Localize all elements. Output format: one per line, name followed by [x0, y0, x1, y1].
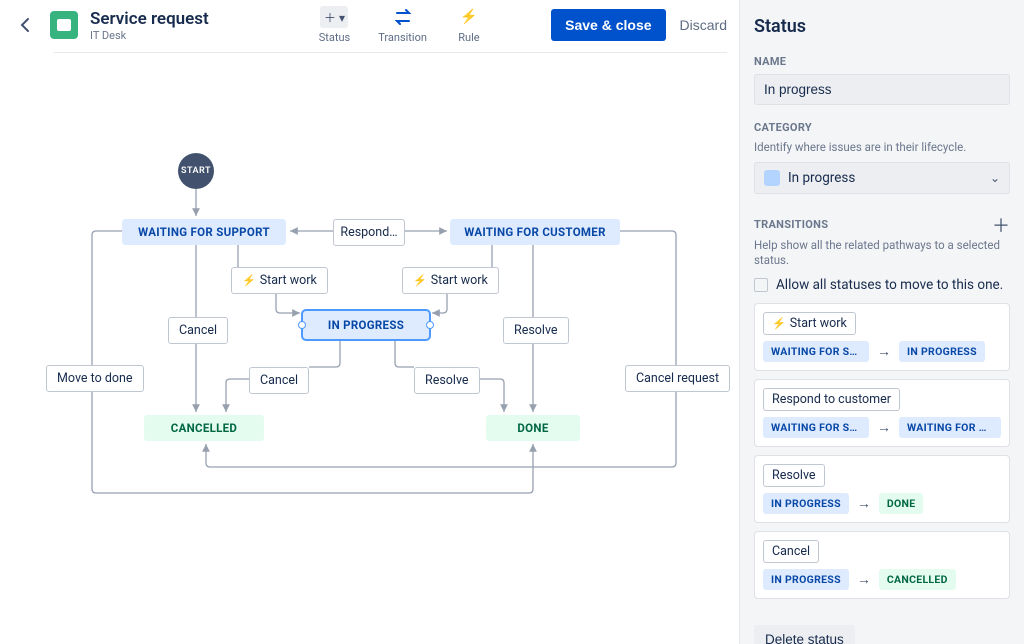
transition-to: IN PROGRESS: [899, 341, 985, 362]
back-button[interactable]: [12, 11, 40, 39]
name-label: NAME: [754, 55, 1010, 68]
transitions-label: TRANSITIONS: [754, 218, 828, 231]
status-waiting-for-customer[interactable]: WAITING FOR CUSTOMER: [450, 219, 620, 245]
category-label: CATEGORY: [754, 121, 1010, 134]
arrow-right-icon: →: [877, 419, 891, 436]
transition-from: WAITING FOR SUP…: [763, 341, 869, 362]
status-name-input[interactable]: [754, 74, 1010, 105]
transition-move-to-done[interactable]: Move to done: [46, 365, 144, 392]
workflow-title: Service request: [90, 9, 209, 29]
add-transition-tool[interactable]: Transition: [378, 6, 427, 44]
discard-button[interactable]: Discard: [680, 17, 727, 33]
transition-from: WAITING FOR SUP…: [763, 417, 869, 438]
add-rule-tool[interactable]: ⚡ Rule: [455, 6, 483, 44]
start-node[interactable]: START: [178, 153, 214, 189]
transition-to: WAITING FOR CU…: [899, 417, 1001, 438]
transition-start-work-left[interactable]: ⚡Start work: [231, 267, 328, 294]
transition-card[interactable]: ⚡Start work WAITING FOR SUP… → IN PROGRESS: [754, 303, 1010, 371]
add-status-tool[interactable]: ＋ ▾ Status: [319, 6, 350, 44]
chevron-down-icon: ⌄: [990, 171, 1000, 185]
transition-name: Respond to customer: [763, 388, 900, 411]
transition-card[interactable]: Resolve IN PROGRESS → DONE: [754, 455, 1010, 523]
add-rule-label: Rule: [458, 31, 479, 44]
transition-card[interactable]: Cancel IN PROGRESS → CANCELLED: [754, 531, 1010, 599]
bolt-icon: ⚡: [242, 274, 256, 287]
arrow-right-icon: →: [857, 571, 871, 588]
transition-resolve-right[interactable]: Resolve: [503, 317, 569, 344]
transition-from: IN PROGRESS: [763, 493, 849, 514]
status-done[interactable]: DONE: [486, 415, 580, 441]
bolt-icon: ⚡: [772, 317, 786, 330]
category-hint: Identify where issues are in their lifec…: [754, 140, 1010, 156]
bolt-icon: ⚡: [413, 274, 427, 287]
transition-name: Resolve: [763, 464, 825, 487]
add-status-label: Status: [319, 31, 350, 44]
transitions-hint: Help show all the related pathways to a …: [754, 238, 1010, 269]
workflow-subtitle: IT Desk: [90, 29, 209, 42]
status-cancelled[interactable]: CANCELLED: [144, 415, 264, 441]
status-in-progress[interactable]: IN PROGRESS: [303, 311, 429, 339]
allow-all-checkbox[interactable]: [754, 278, 768, 292]
transition-respond[interactable]: Respond…: [333, 219, 405, 246]
allow-all-label: Allow all statuses to move to this one.: [776, 277, 1003, 293]
arrow-right-icon: →: [857, 495, 871, 512]
status-waiting-for-support[interactable]: WAITING FOR SUPPORT: [122, 219, 286, 245]
transition-name: Cancel: [763, 540, 819, 563]
workflow-canvas[interactable]: START WAITING FOR SUPPORT WAITING FOR CU…: [0, 53, 739, 637]
category-value: In progress: [788, 170, 855, 186]
transition-start-work-right[interactable]: ⚡Start work: [402, 267, 499, 294]
add-transition-label: Transition: [378, 31, 427, 44]
category-select[interactable]: In progress ⌄: [754, 162, 1010, 194]
transition-from: IN PROGRESS: [763, 569, 849, 590]
transition-card[interactable]: Respond to customer WAITING FOR SUP… → WAIT…: [754, 379, 1010, 447]
save-close-button[interactable]: Save & close: [551, 9, 665, 41]
transition-cancel-mid[interactable]: Cancel: [249, 367, 309, 394]
transition-name: ⚡Start work: [763, 312, 856, 335]
project-icon: [50, 11, 78, 39]
delete-status-button[interactable]: Delete status: [754, 625, 855, 644]
transition-to: CANCELLED: [879, 569, 956, 590]
status-details-panel: Status NAME CATEGORY Identify where issu…: [739, 0, 1024, 644]
arrow-right-icon: →: [877, 343, 891, 360]
category-swatch-icon: [764, 170, 780, 186]
transition-cancel-request[interactable]: Cancel request: [625, 365, 730, 392]
transition-cancel-left[interactable]: Cancel: [168, 317, 228, 344]
add-transition-button[interactable]: ＋: [992, 212, 1010, 238]
panel-title: Status: [754, 16, 1010, 37]
transition-to: DONE: [879, 493, 924, 514]
allow-all-row[interactable]: Allow all statuses to move to this one.: [754, 277, 1010, 293]
transition-resolve-mid[interactable]: Resolve: [414, 367, 480, 394]
